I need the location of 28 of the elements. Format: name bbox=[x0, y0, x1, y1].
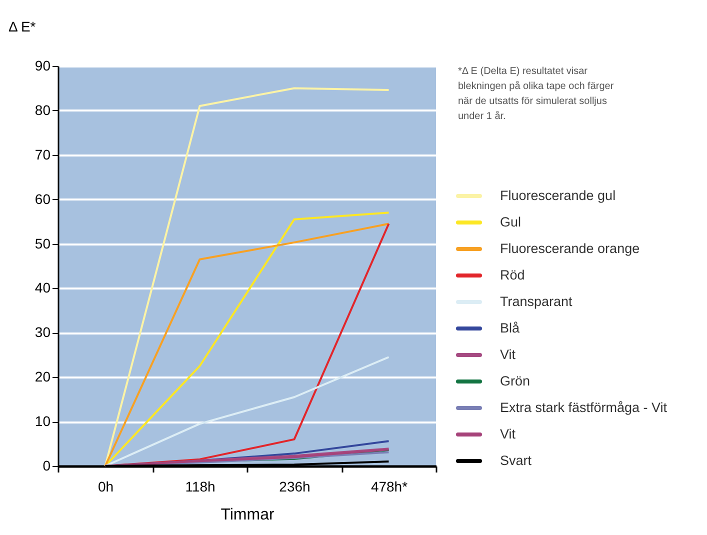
y-tick-label: 90 bbox=[34, 58, 51, 74]
legend-label: Grön bbox=[500, 374, 530, 388]
x-tick-label: 118h bbox=[185, 478, 216, 494]
legend-label: Fluorescerande orange bbox=[500, 241, 640, 256]
text: *Δ E (Delta E) resultatet visar blekningen på olika tape och färger när de utsatts för simulerat solljus under 1 år. bbox=[458, 66, 614, 122]
legend-label: Svart bbox=[500, 453, 532, 468]
legend-label: Blå bbox=[500, 320, 520, 336]
legend-label: Transparant bbox=[500, 294, 573, 309]
y-tick-label: 30 bbox=[34, 324, 51, 340]
x-axis-title: Timmar bbox=[220, 506, 275, 524]
x-tick-label: 478h* bbox=[370, 478, 408, 494]
y-tick-label: 60 bbox=[34, 190, 51, 207]
legend-label: Extra stark fästförmåga - Vit bbox=[500, 400, 668, 415]
y-tick-label: 40 bbox=[34, 280, 51, 296]
x-tick-label: 236h bbox=[279, 478, 310, 494]
legend-label: Gul bbox=[500, 214, 522, 230]
y-tick-label: 10 bbox=[34, 413, 51, 430]
legend-label: Vit bbox=[500, 347, 516, 362]
legend-label: Röd bbox=[500, 268, 525, 282]
y-tick-label: 50 bbox=[34, 235, 51, 252]
y-tick-label: 80 bbox=[34, 102, 51, 118]
y-axis-title: Δ E* bbox=[8, 18, 36, 34]
x-tick-label: 0h bbox=[98, 478, 114, 494]
y-tick-label: 70 bbox=[34, 146, 51, 162]
y-tick-label: 0 bbox=[42, 458, 51, 474]
legend-label: Fluorescerande gul bbox=[500, 188, 616, 203]
legend-label: Vit bbox=[500, 426, 516, 442]
y-tick-label: 20 bbox=[34, 368, 51, 385]
